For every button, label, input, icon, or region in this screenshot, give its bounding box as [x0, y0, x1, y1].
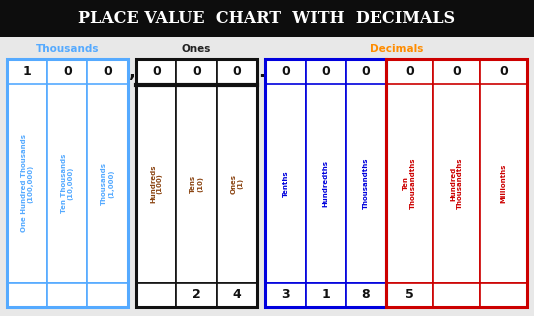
Bar [7, 59, 47, 84]
Text: Thousands: Thousands [36, 44, 99, 54]
Text: 1: 1 [321, 288, 330, 301]
Bar [480, 84, 527, 283]
Text: 5: 5 [405, 288, 414, 301]
Text: Ones: Ones [182, 44, 211, 54]
Bar [346, 84, 386, 283]
Text: Thousands
(1,000): Thousands (1,000) [101, 162, 114, 205]
Bar [386, 59, 433, 84]
Text: ,: , [129, 63, 136, 81]
Bar [47, 84, 88, 283]
Text: .: . [258, 63, 265, 81]
Bar [346, 59, 386, 84]
Bar [217, 283, 257, 307]
Text: Millionths: Millionths [500, 164, 507, 203]
Text: 0: 0 [232, 65, 241, 78]
Text: Ten Thousands
(10,000): Ten Thousands (10,000) [61, 154, 74, 213]
Bar [7, 59, 128, 307]
Text: 3: 3 [281, 288, 290, 301]
Bar [176, 84, 217, 283]
Text: 8: 8 [362, 288, 371, 301]
Text: Ones
(1): Ones (1) [231, 173, 243, 193]
Text: 2: 2 [192, 288, 201, 301]
Bar [88, 59, 128, 84]
Text: 0: 0 [192, 65, 201, 78]
Bar [136, 84, 176, 283]
Text: 0: 0 [452, 65, 461, 78]
Text: Ten
Thousandths: Ten Thousandths [403, 158, 416, 209]
Text: Tenths: Tenths [282, 170, 288, 197]
Bar [7, 283, 47, 307]
Text: 4: 4 [232, 288, 241, 301]
Bar [265, 59, 386, 307]
Bar [386, 84, 433, 283]
Text: 0: 0 [281, 65, 290, 78]
Text: 0: 0 [405, 65, 414, 78]
Bar [136, 59, 176, 84]
Bar [88, 84, 128, 283]
Bar [47, 283, 88, 307]
Bar [0, 0, 534, 37]
Bar [480, 283, 527, 307]
Text: Hundred
Thousandths: Hundred Thousandths [450, 158, 463, 209]
Bar [433, 283, 480, 307]
Bar [176, 283, 217, 307]
Text: 0: 0 [103, 65, 112, 78]
Text: 0: 0 [152, 65, 161, 78]
Bar [217, 59, 257, 84]
Text: PLACE VALUE  CHART  WITH  DECIMALS: PLACE VALUE CHART WITH DECIMALS [78, 10, 456, 27]
Bar [433, 84, 480, 283]
Bar [7, 84, 47, 283]
Bar [217, 84, 257, 283]
Bar [47, 59, 88, 84]
Text: 0: 0 [362, 65, 371, 78]
Text: Hundreds
(100): Hundreds (100) [150, 164, 163, 203]
Bar [305, 84, 346, 283]
Text: Decimals: Decimals [370, 44, 423, 54]
Text: One Hundred Thousands
(100,000): One Hundred Thousands (100,000) [21, 135, 34, 233]
Bar [136, 283, 176, 307]
Bar [265, 283, 305, 307]
Text: 0: 0 [63, 65, 72, 78]
Bar [480, 59, 527, 84]
Text: Tens
(10): Tens (10) [190, 174, 203, 192]
Bar [305, 283, 346, 307]
Bar [265, 84, 305, 283]
Bar [136, 59, 257, 307]
Bar [433, 59, 480, 84]
Bar [305, 59, 346, 84]
Bar [346, 283, 386, 307]
Bar [88, 283, 128, 307]
Bar [386, 59, 527, 307]
Text: 0: 0 [499, 65, 508, 78]
Bar [176, 59, 217, 84]
Text: 1: 1 [23, 65, 32, 78]
Text: 0: 0 [321, 65, 330, 78]
Bar [265, 59, 305, 84]
Text: Hundredths: Hundredths [323, 160, 329, 207]
Bar [386, 283, 433, 307]
Text: Thousandths: Thousandths [363, 158, 369, 209]
